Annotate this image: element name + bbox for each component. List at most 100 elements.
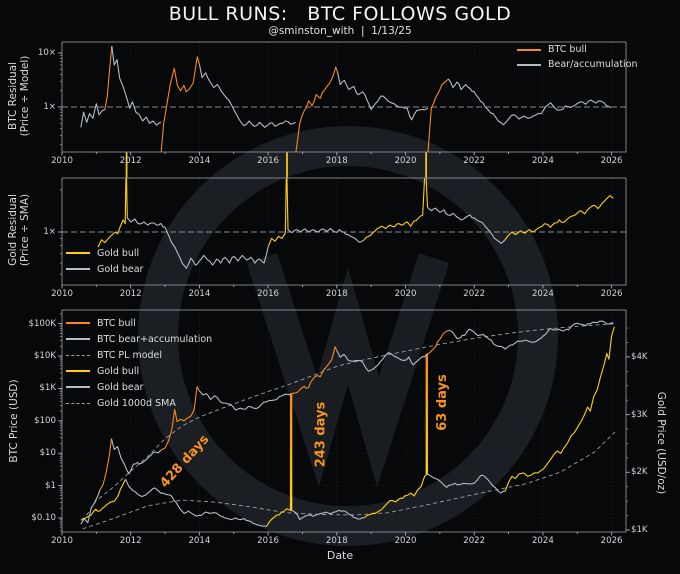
legend-item: BTC bear+accumulation	[66, 331, 212, 347]
annotation-243-days: 243 days	[313, 401, 329, 468]
x-tick-label: 2020	[394, 289, 417, 299]
legend-item: Gold bear	[66, 379, 212, 395]
x-tick-label: 2012	[119, 156, 142, 166]
x-tick-label: 2012	[119, 289, 142, 299]
legend-price-panel: BTC bull BTC bear+accumulation BTC PL mode…	[66, 315, 212, 411]
series-btc-bull-2011	[99, 438, 113, 491]
series-btc-bear-4	[336, 350, 428, 372]
y-tick-label: 1×	[43, 227, 56, 237]
series-btc-residual-bear-5	[447, 78, 612, 126]
legend-label: Gold bear	[97, 263, 144, 275]
y-tick-label-right: $3K	[631, 409, 648, 420]
series-gold-sma-1000d	[82, 431, 616, 530]
series-gold-bear-2	[290, 509, 365, 521]
x-tick-label: 2026	[600, 156, 623, 166]
legend-label: BTC bull	[548, 44, 587, 55]
legend-label: BTC bear+accumulation	[97, 333, 213, 345]
legend-line-swatch	[66, 370, 90, 372]
y-tick-label: $0.10	[31, 513, 56, 523]
legend-label: Gold bull	[97, 365, 140, 377]
y-tick-label: 1×	[43, 102, 56, 112]
x-tick-label: 2010	[51, 156, 73, 166]
legend-line-swatch	[66, 322, 90, 324]
series-gold-residual-bull-2011	[97, 178, 128, 248]
legend-label: Gold bull	[97, 247, 140, 259]
x-tick-label: 2010	[51, 289, 73, 299]
legend-label: BTC PL model	[97, 349, 163, 361]
y-tick-label-right: $1K	[631, 525, 648, 535]
legend-label: Gold 1000d SMA	[97, 397, 176, 409]
y-tick-label: $100	[34, 415, 56, 426]
series-btc-bear-5	[448, 320, 614, 350]
legend-item: Gold bull	[66, 245, 143, 261]
series-gold-bull-2020	[363, 473, 428, 519]
y-tick-label: $100K	[28, 318, 56, 329]
x-tick-label: 2014	[188, 289, 211, 299]
x-tick-label: 2020	[394, 156, 417, 166]
series-btc-residual-bull-2017	[295, 66, 339, 152]
watermark-logo	[138, 126, 558, 546]
series-btc-residual-bear-3	[198, 64, 296, 128]
y-tick-label: $10	[39, 448, 56, 459]
legend-item: Gold bear	[66, 261, 143, 277]
series-btc-residual-bear-2	[111, 45, 162, 126]
series-btc-residual-bear-4	[336, 72, 429, 121]
x-tick-label: 2018	[325, 289, 348, 299]
legend-label: Gold bear	[97, 381, 144, 393]
series-btc-residual-bull-2013	[160, 56, 200, 152]
x-tick-label: 2012	[119, 536, 142, 546]
legend-item: BTC bull	[517, 42, 638, 57]
series-gold-residual-bull-2016	[267, 178, 289, 248]
y-tick-label-right: $2K	[631, 467, 648, 478]
legend-line-swatch	[66, 402, 90, 404]
y-tick-label: $10K	[33, 351, 56, 361]
legend-item: BTC bull	[66, 315, 212, 331]
series-gold-bear-3	[426, 473, 506, 494]
series-gold-bull-2016	[265, 508, 292, 527]
plot-series-2	[80, 320, 616, 530]
x-tick-label: 2020	[394, 536, 417, 546]
y-axis-label-btc-price: BTC Price (USD)	[8, 379, 20, 463]
series-btc-residual-bull-2021	[427, 78, 449, 152]
x-tick-label: 2016	[257, 156, 280, 166]
x-tick-label: 2024	[531, 156, 554, 166]
chart-title: BULL RUNS: BTC FOLLOWS GOLD	[168, 3, 512, 25]
legend-item: Bear/accumulation	[517, 57, 638, 72]
series-btc-residual-bull-2011	[104, 45, 113, 110]
x-tick-label: 2022	[463, 156, 486, 166]
annotation-63-days: 63 days	[434, 374, 450, 431]
legend-label: BTC bull	[97, 317, 136, 329]
legend-line-swatch	[517, 63, 541, 66]
plot-series-0	[80, 45, 612, 152]
series-btc-bull-2013	[160, 386, 200, 451]
plot-series-1	[97, 178, 614, 269]
y-tick-label: 10×	[37, 48, 56, 58]
x-tick-label: 2026	[600, 536, 623, 546]
y-tick-label: $1K	[39, 383, 56, 394]
x-tick-label: 2014	[188, 156, 211, 166]
x-tick-label: 2010	[51, 536, 73, 546]
legend-item: BTC PL model	[66, 347, 212, 363]
x-tick-label: 2022	[463, 536, 486, 546]
x-tick-label: 2022	[463, 289, 486, 299]
legend-item: Gold 1000d SMA	[66, 395, 212, 411]
series-btc-bull-2021	[426, 329, 450, 355]
chart-subtitle: @sminston_with | 1/13/25	[268, 25, 412, 37]
series-btc-bear-2	[110, 438, 162, 475]
series-btc-bear-1	[80, 490, 101, 525]
series-btc-model	[82, 323, 616, 522]
legend-line-swatch	[66, 354, 90, 356]
series-gold-residual-bear-2	[287, 227, 365, 243]
series-gold-residual-bear-1	[126, 217, 269, 269]
x-tick-label: 2024	[531, 289, 554, 299]
x-tick-label: 2024	[531, 536, 554, 546]
legend-item: Gold bull	[66, 363, 212, 379]
legend-line-swatch	[66, 268, 90, 270]
series-gold-residual-bull-2020	[363, 178, 429, 241]
series-btc-bear-3	[198, 390, 292, 411]
y-axis-label-line1: BTC Residual	[7, 62, 19, 131]
x-axis-label-date: Date	[326, 549, 354, 562]
x-tick-label: 2026	[600, 289, 623, 299]
